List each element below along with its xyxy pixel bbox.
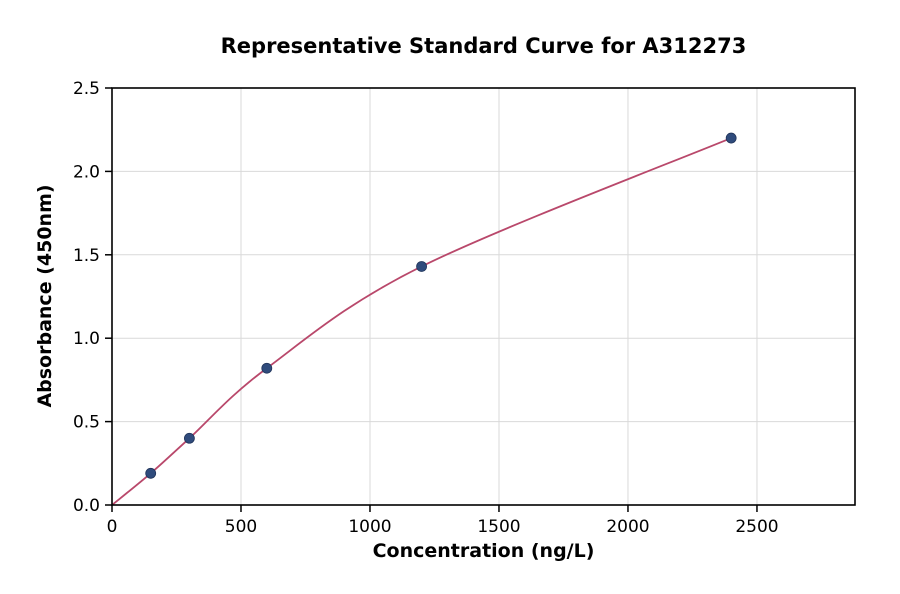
plot-area [112,88,855,505]
x-tick-label: 1000 [348,517,391,537]
data-point [261,362,273,374]
x-tick-label: 2500 [735,517,778,537]
y-tick-label: 1.5 [73,246,100,266]
chart-title: Representative Standard Curve for A31227… [220,34,747,58]
data-point [416,261,427,272]
x-tick-label: 1500 [477,517,520,537]
x-tick-label: 0 [107,517,118,537]
x-tick-label: 500 [225,517,257,537]
y-tick-label: 2.5 [73,79,100,99]
x-axis-label: Concentration (ng/L) [372,540,595,562]
y-tick-label: 1.0 [73,329,100,349]
x-tick-label: 2000 [606,517,649,537]
data-point [725,132,737,144]
y-tick-label: 0.0 [73,496,100,516]
y-tick-label: 0.5 [73,413,100,433]
y-tick-label: 2.0 [73,162,100,182]
data-point [145,467,157,479]
plot-border [111,87,856,506]
data-point [183,432,195,444]
y-axis-label: Absorbance (450nm) [34,184,56,408]
